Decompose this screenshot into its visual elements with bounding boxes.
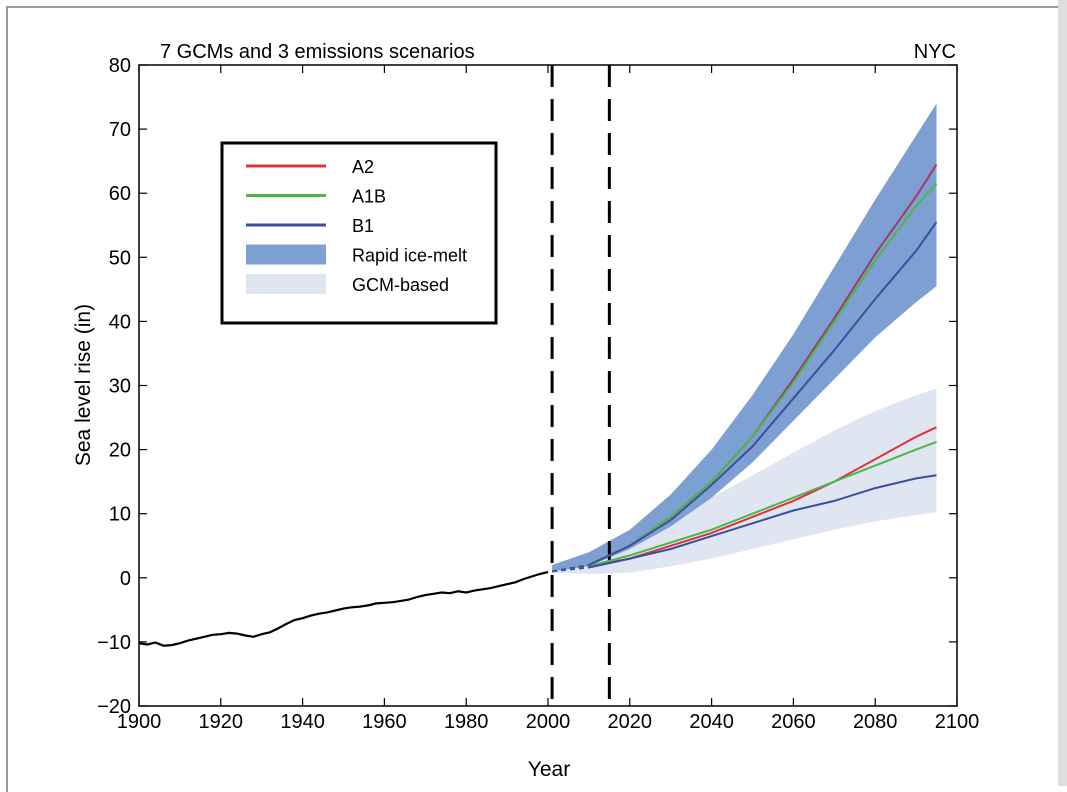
observed-line (139, 570, 549, 647)
y-tick-label-2: 0 (120, 568, 131, 590)
right-edge-bar (1058, 0, 1067, 786)
x-tick-label-1940: 1940 (280, 711, 325, 733)
series-b1-gcm-line (588, 474, 937, 569)
series-b1-gcm-dashed (552, 566, 589, 573)
x-tick-label-2060: 2060 (771, 711, 816, 733)
legend-label-gcm-based: GCM-based (352, 275, 449, 295)
y-axis-label: Sea level rise (in) (72, 304, 95, 466)
chart-legend: A2 A1B B1 Rapid ice-melt GCM-based (220, 141, 498, 325)
y-tick-label-10: 80 (109, 55, 131, 77)
series-a1b-rapid-line (588, 182, 938, 566)
y-tick-label-8: 60 (109, 183, 131, 205)
y-tick-label-3: 10 (109, 504, 131, 526)
x-tick-label-2100: 2100 (935, 711, 980, 733)
axis-ticks: 1900 1920 1940 1960 1980 2000 2020 2040 2060 2080… (97, 55, 979, 733)
x-tick-label-2080: 2080 (853, 711, 898, 733)
x-tick-label-2040: 2040 (689, 711, 734, 733)
y-tick-label-4: 20 (109, 440, 131, 462)
legend-swatch-gcm-based (246, 274, 326, 294)
x-tick-label-1900: 1900 (117, 711, 162, 733)
y-tick-label-0: −20 (97, 696, 131, 718)
x-tick-label-2020: 2020 (608, 711, 653, 733)
x-tick-label-1960: 1960 (362, 711, 407, 733)
y-tick-label-6: 40 (109, 311, 131, 333)
x-axis-label: Year (528, 758, 570, 781)
legend-label-b1: B1 (352, 216, 374, 236)
y-tick-label-1: −10 (97, 632, 131, 654)
x-tick-label-2000: 2000 (526, 711, 571, 733)
legend-label-a2: A2 (352, 157, 374, 177)
series-layer (139, 163, 938, 647)
gcm-based-band (552, 388, 937, 574)
vertical-markers (550, 65, 611, 706)
series-a1b-gcm-line (588, 440, 937, 568)
y-tick-label-5: 30 (109, 376, 131, 398)
chart-title-left: 7 GCMs and 3 emissions scenarios (160, 41, 475, 63)
series-a2-gcm-line (588, 426, 937, 568)
y-tick-label-7: 50 (109, 247, 131, 269)
bands-layer (552, 103, 937, 574)
y-tick-label-9: 70 (109, 119, 131, 141)
x-tick-label-1920: 1920 (199, 711, 244, 733)
legend-label-a1b: A1B (352, 187, 386, 207)
series-b1-rapid-dashed (551, 564, 590, 573)
legend-swatch-rapid-ice-melt (246, 244, 326, 265)
chart-title-right: NYC (914, 41, 956, 63)
series-b1-rapid-line (588, 221, 938, 566)
rapid-ice-melt-band (552, 103, 937, 572)
figure-frame (6, 6, 1058, 792)
legend-label-rapid-ice-melt: Rapid ice-melt (352, 246, 467, 266)
x-tick-label-1980: 1980 (444, 711, 489, 733)
